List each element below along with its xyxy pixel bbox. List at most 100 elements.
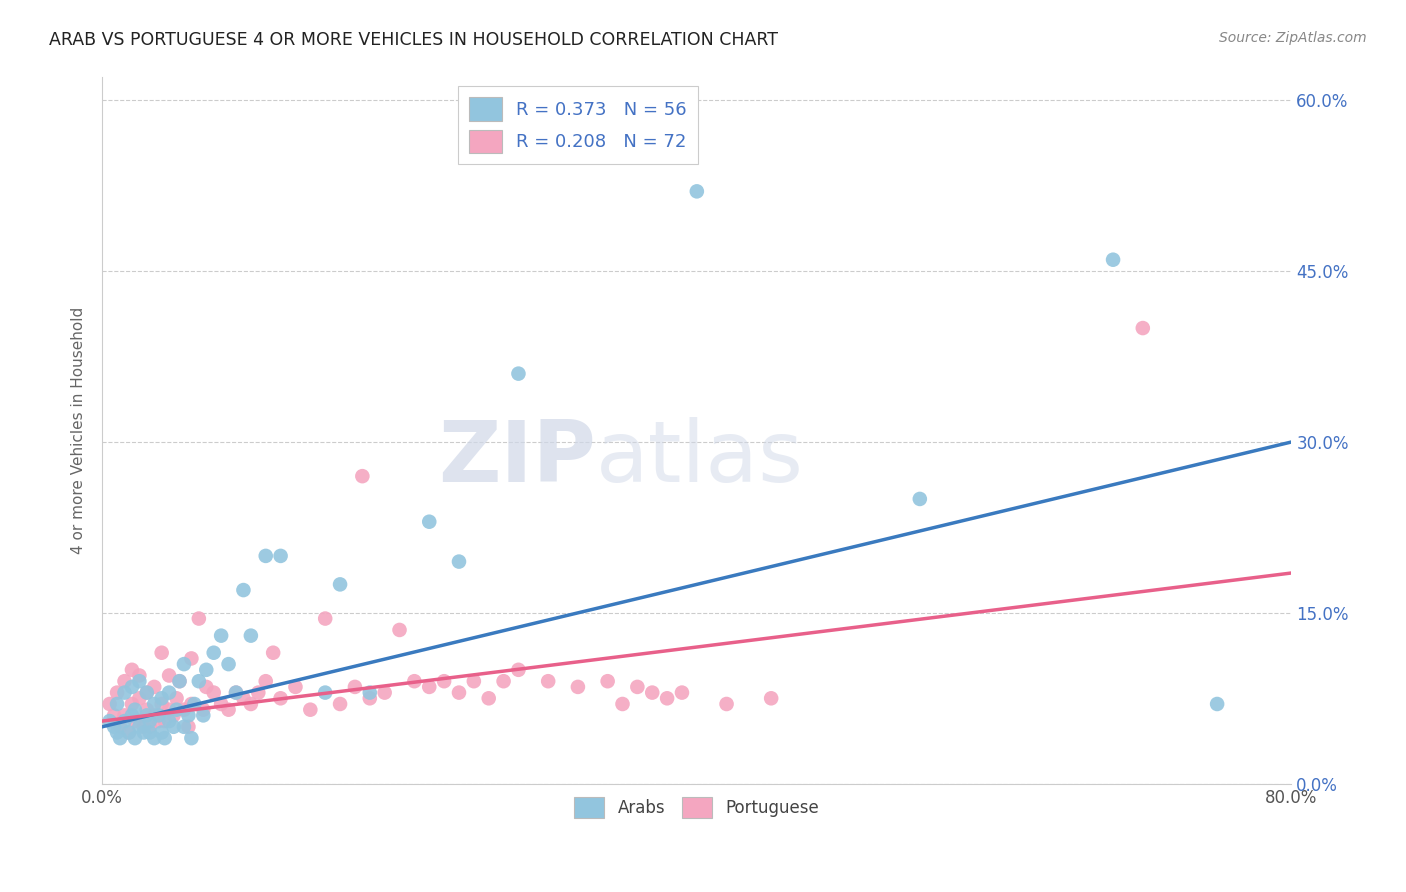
Point — [139, 714, 162, 728]
Point — [284, 680, 307, 694]
Point — [1102, 252, 1125, 267]
Point — [478, 691, 501, 706]
Point — [359, 691, 381, 706]
Point — [343, 680, 366, 694]
Point — [239, 629, 262, 643]
Point — [202, 685, 225, 699]
Point — [157, 685, 180, 699]
Point — [314, 685, 336, 699]
Point — [108, 720, 131, 734]
Point — [173, 657, 195, 672]
Point — [162, 708, 184, 723]
Point — [270, 691, 292, 706]
Point — [195, 663, 218, 677]
Point — [508, 663, 530, 677]
Point — [105, 685, 128, 699]
Point — [166, 691, 188, 706]
Point — [612, 697, 634, 711]
Point — [132, 720, 155, 734]
Point — [118, 725, 141, 739]
Point — [232, 691, 254, 706]
Point — [124, 703, 146, 717]
Point — [671, 685, 693, 699]
Point — [150, 725, 173, 739]
Point — [128, 720, 150, 734]
Point — [153, 714, 176, 728]
Point — [135, 703, 157, 717]
Point — [254, 549, 277, 563]
Point — [908, 491, 931, 506]
Point — [121, 663, 143, 677]
Point — [596, 674, 619, 689]
Point — [374, 685, 396, 699]
Point — [388, 623, 411, 637]
Point — [209, 629, 232, 643]
Point — [492, 674, 515, 689]
Point — [352, 469, 374, 483]
Point — [114, 708, 136, 723]
Point — [162, 720, 184, 734]
Point — [195, 680, 218, 694]
Point — [418, 515, 440, 529]
Point — [169, 674, 191, 689]
Point — [157, 668, 180, 682]
Point — [105, 725, 128, 739]
Point — [232, 583, 254, 598]
Point — [173, 720, 195, 734]
Point — [128, 674, 150, 689]
Point — [98, 714, 121, 728]
Point — [433, 674, 456, 689]
Point — [143, 731, 166, 746]
Point — [329, 577, 352, 591]
Point — [218, 703, 240, 717]
Point — [150, 691, 173, 706]
Point — [139, 725, 162, 739]
Y-axis label: 4 or more Vehicles in Household: 4 or more Vehicles in Household — [72, 307, 86, 554]
Point — [641, 685, 664, 699]
Point — [128, 691, 150, 706]
Point — [218, 657, 240, 672]
Text: atlas: atlas — [596, 417, 804, 500]
Point — [262, 646, 284, 660]
Point — [177, 720, 200, 734]
Point — [187, 674, 209, 689]
Point — [132, 725, 155, 739]
Point — [314, 611, 336, 625]
Point — [108, 731, 131, 746]
Point — [166, 703, 188, 717]
Point — [247, 685, 270, 699]
Point — [183, 697, 205, 711]
Text: Source: ZipAtlas.com: Source: ZipAtlas.com — [1219, 31, 1367, 45]
Point — [567, 680, 589, 694]
Point — [121, 708, 143, 723]
Point — [128, 668, 150, 682]
Point — [447, 555, 470, 569]
Point — [103, 720, 125, 734]
Point — [299, 703, 322, 717]
Point — [143, 708, 166, 723]
Point — [225, 685, 247, 699]
Point — [121, 697, 143, 711]
Point — [193, 703, 215, 717]
Point — [157, 714, 180, 728]
Point — [686, 185, 709, 199]
Point — [187, 611, 209, 625]
Point — [716, 697, 738, 711]
Point — [180, 731, 202, 746]
Point — [169, 674, 191, 689]
Point — [118, 725, 141, 739]
Point — [114, 714, 136, 728]
Point — [655, 691, 678, 706]
Point — [537, 674, 560, 689]
Legend: Arabs, Portuguese: Arabs, Portuguese — [568, 790, 825, 825]
Point — [225, 685, 247, 699]
Point — [209, 697, 232, 711]
Point — [202, 646, 225, 660]
Point — [508, 367, 530, 381]
Point — [98, 697, 121, 711]
Text: ARAB VS PORTUGUESE 4 OR MORE VEHICLES IN HOUSEHOLD CORRELATION CHART: ARAB VS PORTUGUESE 4 OR MORE VEHICLES IN… — [49, 31, 778, 49]
Point — [404, 674, 426, 689]
Point — [447, 685, 470, 699]
Point — [124, 714, 146, 728]
Point — [148, 714, 170, 728]
